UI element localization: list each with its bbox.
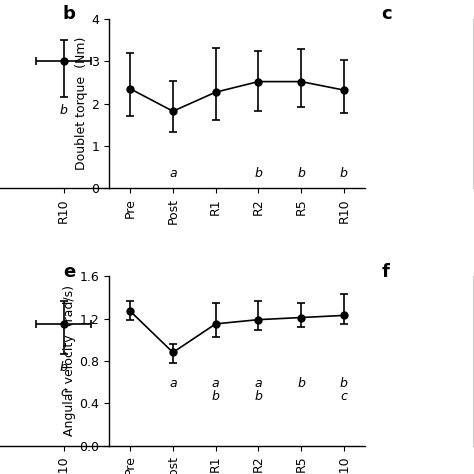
Text: c: c	[60, 386, 67, 399]
Text: b: b	[60, 104, 67, 117]
Text: b: b	[340, 167, 348, 180]
Text: a: a	[212, 377, 219, 390]
Text: c: c	[340, 390, 347, 403]
Text: b: b	[255, 167, 262, 180]
Text: b: b	[212, 390, 219, 403]
Text: b: b	[63, 5, 76, 23]
Text: b: b	[340, 377, 348, 390]
Text: f: f	[382, 263, 389, 281]
Text: b: b	[60, 361, 67, 374]
Text: b: b	[297, 377, 305, 390]
Text: b: b	[255, 390, 262, 403]
Y-axis label: Doublet torque  (Nm): Doublet torque (Nm)	[75, 37, 88, 170]
Text: e: e	[63, 263, 75, 281]
Text: c: c	[382, 5, 392, 23]
Y-axis label: Angular velocity  (rad/s): Angular velocity (rad/s)	[64, 285, 76, 437]
Text: b: b	[297, 167, 305, 180]
Text: a: a	[255, 377, 262, 390]
Text: a: a	[169, 167, 177, 180]
Text: a: a	[169, 377, 177, 390]
